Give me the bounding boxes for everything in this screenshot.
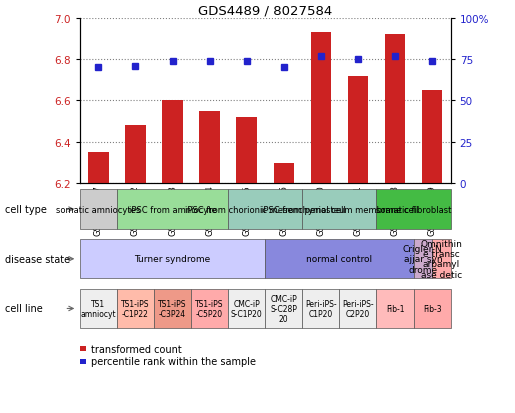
Text: Peri-iPS-
C1P20: Peri-iPS- C1P20 xyxy=(305,299,337,318)
Text: Fib-1: Fib-1 xyxy=(386,304,404,313)
Text: TS1
amniocyt: TS1 amniocyt xyxy=(80,299,116,318)
Text: transformed count: transformed count xyxy=(91,344,182,354)
Text: Fib-3: Fib-3 xyxy=(423,304,441,313)
Title: GDS4489 / 8027584: GDS4489 / 8027584 xyxy=(198,5,332,17)
Text: percentile rank within the sample: percentile rank within the sample xyxy=(91,356,256,366)
Text: TS1-iPS
-C1P22: TS1-iPS -C1P22 xyxy=(121,299,150,318)
Text: TS1-iPS
-C5P20: TS1-iPS -C5P20 xyxy=(195,299,224,318)
Bar xyxy=(311,33,331,184)
Bar xyxy=(422,91,442,184)
Text: somatic amniocytes: somatic amniocytes xyxy=(56,205,141,214)
Text: CMC-iP
S-C28P
20: CMC-iP S-C28P 20 xyxy=(270,294,297,323)
Text: Omnithin
e transc
arbamyl
ase detic: Omnithin e transc arbamyl ase detic xyxy=(420,239,462,279)
Text: normal control: normal control xyxy=(306,255,372,263)
Bar xyxy=(236,118,257,184)
Text: somatic fibroblast: somatic fibroblast xyxy=(376,205,451,214)
Bar xyxy=(125,126,146,184)
Text: disease state: disease state xyxy=(5,254,70,264)
Bar xyxy=(385,35,405,184)
Text: TS1-iPS
-C3P24: TS1-iPS -C3P24 xyxy=(158,299,187,318)
Text: cell line: cell line xyxy=(5,304,43,314)
Bar xyxy=(88,153,109,184)
Text: cell type: cell type xyxy=(5,204,47,215)
Text: Turner syndrome: Turner syndrome xyxy=(134,255,211,263)
Text: Peri-iPS-
C2P20: Peri-iPS- C2P20 xyxy=(342,299,374,318)
Text: Crigler-N
ajjar syn
drome: Crigler-N ajjar syn drome xyxy=(403,244,443,274)
Text: iPSC from periosteum membrane cell: iPSC from periosteum membrane cell xyxy=(261,205,418,214)
Bar xyxy=(162,101,183,184)
Text: iPSC from chorionic mesenchymal cell: iPSC from chorionic mesenchymal cell xyxy=(185,205,346,214)
Bar xyxy=(199,112,220,184)
Text: iPSC from amniocyte: iPSC from amniocyte xyxy=(129,205,216,214)
Bar xyxy=(273,163,294,184)
Text: CMC-iP
S-C1P20: CMC-iP S-C1P20 xyxy=(231,299,263,318)
Bar xyxy=(348,76,368,184)
